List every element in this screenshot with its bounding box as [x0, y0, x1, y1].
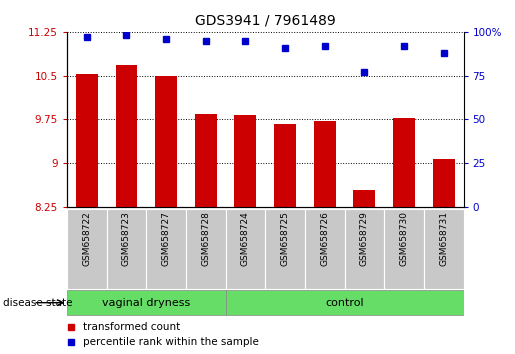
Text: percentile rank within the sample: percentile rank within the sample: [83, 337, 259, 348]
Text: GSM658724: GSM658724: [241, 211, 250, 266]
Text: GSM658723: GSM658723: [122, 211, 131, 266]
Text: GSM658722: GSM658722: [82, 211, 91, 266]
Bar: [265, 209, 305, 289]
Bar: [433, 159, 455, 207]
Bar: [226, 209, 265, 289]
Bar: [186, 209, 226, 289]
Text: vaginal dryness: vaginal dryness: [102, 298, 191, 308]
Bar: [195, 114, 217, 207]
Bar: [234, 115, 256, 207]
Text: GSM658727: GSM658727: [162, 211, 170, 266]
Bar: [107, 209, 146, 289]
Bar: [67, 290, 226, 315]
Bar: [314, 121, 336, 207]
Text: GSM658731: GSM658731: [439, 211, 448, 266]
Text: GSM658728: GSM658728: [201, 211, 210, 266]
Bar: [155, 76, 177, 207]
Text: disease state: disease state: [3, 298, 72, 308]
Text: transformed count: transformed count: [83, 321, 180, 332]
Bar: [393, 118, 415, 207]
Text: GSM658730: GSM658730: [400, 211, 408, 266]
Bar: [424, 209, 464, 289]
Bar: [274, 124, 296, 207]
Bar: [67, 209, 107, 289]
Bar: [146, 209, 186, 289]
Text: control: control: [325, 298, 364, 308]
Text: GSM658726: GSM658726: [320, 211, 329, 266]
Bar: [76, 74, 98, 207]
Bar: [384, 209, 424, 289]
Bar: [226, 290, 464, 315]
Bar: [115, 65, 138, 207]
Bar: [305, 209, 345, 289]
Bar: [353, 189, 375, 207]
Bar: [345, 209, 384, 289]
Title: GDS3941 / 7961489: GDS3941 / 7961489: [195, 14, 336, 28]
Text: GSM658729: GSM658729: [360, 211, 369, 266]
Text: GSM658725: GSM658725: [281, 211, 289, 266]
